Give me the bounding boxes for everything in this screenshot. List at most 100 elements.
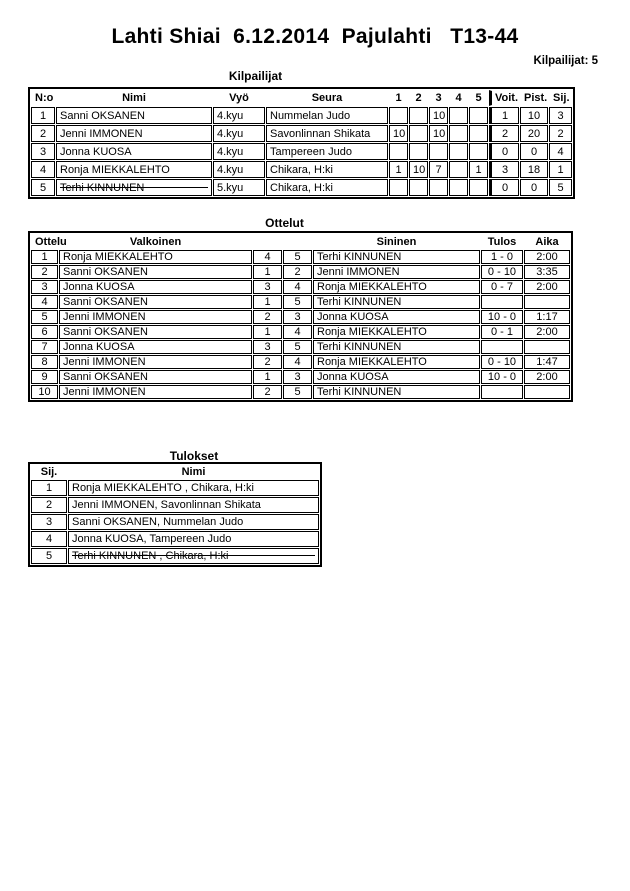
cell-white-no: 1 (253, 370, 282, 384)
table-row: 1 Ronja MIEKKALEHTO 4 5 Terhi KINNUNEN 1… (31, 250, 570, 264)
col-header-pist: Pist. (520, 90, 548, 106)
cell-blue-name: Terhi KINNUNEN (313, 340, 480, 354)
cell-aika: 3:35 (524, 265, 570, 279)
cell-white-name: Jenni IMMONEN (59, 310, 252, 324)
cell-score-5 (469, 107, 488, 124)
cell-nimi: Jonna KUOSA (56, 143, 212, 160)
cell-aika (524, 385, 570, 399)
cell-tulos: 10 - 0 (481, 370, 523, 384)
table-row: 1 Sanni OKSANEN 4.kyu Nummelan Judo 10 1… (31, 107, 572, 124)
cell-white-no: 1 (253, 295, 282, 309)
cell-tulos (481, 385, 523, 399)
cell-blue-name: Terhi KINNUNEN (313, 250, 480, 264)
table-row: 7 Jonna KUOSA 3 5 Terhi KINNUNEN (31, 340, 570, 354)
cell-no: 4 (31, 161, 55, 178)
table-row: 5 Jenni IMMONEN 2 3 Jonna KUOSA 10 - 0 1… (31, 310, 570, 324)
cell-blue-no: 3 (283, 370, 312, 384)
cell-rank: 4 (31, 531, 67, 547)
cell-name: Sanni OKSANEN, Nummelan Judo (68, 514, 319, 530)
cell-white-name: Ronja MIEKKALEHTO (59, 250, 252, 264)
table-header-row: Ottelu Valkoinen Sininen Tulos Aika (31, 234, 570, 249)
col-header-empty (253, 234, 282, 249)
table-row: 4 Ronja MIEKKALEHTO 4.kyu Chikara, H:ki … (31, 161, 572, 178)
cell-white-name: Jenni IMMONEN (59, 385, 252, 399)
col-header-3: 3 (429, 90, 448, 106)
cell-pist: 0 (520, 143, 548, 160)
table-header-row: N:o Nimi Vyö Seura 1 2 3 4 5 Voit. Pist.… (31, 90, 572, 106)
table-row: 3 Jonna KUOSA 4.kyu Tampereen Judo 0 0 4 (31, 143, 572, 160)
cell-blue-name: Jenni IMMONEN (313, 265, 480, 279)
cell-score-2 (409, 179, 428, 196)
cell-white-no: 1 (253, 265, 282, 279)
cell-blue-no: 4 (283, 355, 312, 369)
cell-match-no: 2 (31, 265, 58, 279)
cell-match-no: 4 (31, 295, 58, 309)
cell-score-4 (449, 179, 468, 196)
cell-vyo: 4.kyu (213, 143, 265, 160)
cell-match-no: 10 (31, 385, 58, 399)
cell-aika: 2:00 (524, 370, 570, 384)
cell-blue-name: Terhi KINNUNEN (313, 385, 480, 399)
cell-voit: 0 (489, 179, 519, 196)
cell-score-2 (409, 125, 428, 142)
table-row: 3 Jonna KUOSA 3 4 Ronja MIEKKALEHTO 0 - … (31, 280, 570, 294)
table-row: 9 Sanni OKSANEN 1 3 Jonna KUOSA 10 - 0 2… (31, 370, 570, 384)
col-header-voit: Voit. (489, 90, 519, 106)
cell-white-name: Sanni OKSANEN (59, 295, 252, 309)
cell-pist: 10 (520, 107, 548, 124)
cell-blue-no: 5 (283, 385, 312, 399)
cell-blue-no: 5 (283, 295, 312, 309)
cell-blue-no: 3 (283, 310, 312, 324)
cell-white-name: Jonna KUOSA (59, 280, 252, 294)
cell-blue-no: 5 (283, 340, 312, 354)
cell-match-no: 5 (31, 310, 58, 324)
cell-white-no: 3 (253, 340, 282, 354)
cell-score-3: 10 (429, 107, 448, 124)
cell-white-name: Jenni IMMONEN (59, 355, 252, 369)
cell-aika (524, 295, 570, 309)
cell-score-3: 7 (429, 161, 448, 178)
cell-tulos: 1 - 0 (481, 250, 523, 264)
cell-aika: 2:00 (524, 250, 570, 264)
table-row: 5 Terhi KINNUNEN , Chikara, H:ki (31, 548, 319, 564)
cell-white-no: 2 (253, 385, 282, 399)
cell-score-4 (449, 143, 468, 160)
cell-match-no: 9 (31, 370, 58, 384)
col-header-aika: Aika (524, 234, 570, 249)
cell-nimi: Sanni OKSANEN (56, 107, 212, 124)
matches-table: Ottelu Valkoinen Sininen Tulos Aika 1 Ro… (28, 231, 573, 402)
cell-sij: 1 (549, 161, 572, 178)
cell-score-5 (469, 143, 488, 160)
cell-score-4 (449, 125, 468, 142)
col-header-2: 2 (409, 90, 428, 106)
cell-white-no: 3 (253, 280, 282, 294)
table-row: 6 Sanni OKSANEN 1 4 Ronja MIEKKALEHTO 0 … (31, 325, 570, 339)
table-row: 2 Jenni IMMONEN, Savonlinnan Shikata (31, 497, 319, 513)
cell-aika: 1:17 (524, 310, 570, 324)
cell-rank: 1 (31, 480, 67, 496)
cell-nimi: Ronja MIEKKALEHTO (56, 161, 212, 178)
cell-seura: Savonlinnan Shikata (266, 125, 388, 142)
cell-score-2 (409, 143, 428, 160)
page-title: Lahti Shiai 6.12.2014 Pajulahti T13-44 (111, 25, 519, 48)
cell-vyo: 4.kyu (213, 107, 265, 124)
cell-tulos (481, 295, 523, 309)
cell-blue-name: Ronja MIEKKALEHTO (313, 355, 480, 369)
table-row: 8 Jenni IMMONEN 2 4 Ronja MIEKKALEHTO 0 … (31, 355, 570, 369)
section-title-results: Tulokset (169, 449, 219, 463)
cell-voit: 1 (489, 107, 519, 124)
cell-vyo: 4.kyu (213, 161, 265, 178)
cell-seura: Chikara, H:ki (266, 179, 388, 196)
col-header-empty (283, 234, 312, 249)
cell-blue-name: Ronja MIEKKALEHTO (313, 280, 480, 294)
cell-aika (524, 340, 570, 354)
col-header-1: 1 (389, 90, 408, 106)
cell-no: 2 (31, 125, 55, 142)
table-row: 5 Terhi KINNUNEN 5.kyu Chikara, H:ki 0 0… (31, 179, 572, 196)
cell-name: Jenni IMMONEN, Savonlinnan Shikata (68, 497, 319, 513)
cell-tulos: 0 - 10 (481, 265, 523, 279)
cell-match-no: 7 (31, 340, 58, 354)
cell-match-no: 1 (31, 250, 58, 264)
cell-tulos: 0 - 1 (481, 325, 523, 339)
